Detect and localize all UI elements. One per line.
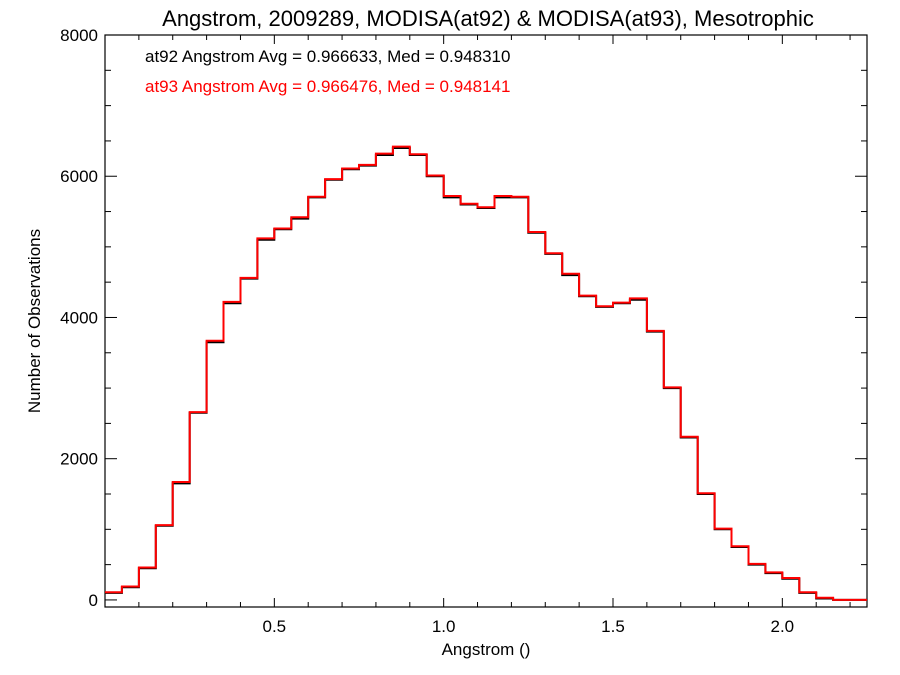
chart-title: Angstrom, 2009289, MODISA(at92) & MODISA… (162, 6, 814, 31)
tick-labels: 0.5 1.0 1.5 2.0 0 2000 4000 6000 8000 (60, 26, 794, 636)
x-axis-label: Angstrom () (442, 640, 531, 659)
annotation-at92: at92 Angstrom Avg = 0.966633, Med = 0.94… (145, 47, 510, 66)
y-tick-label: 4000 (60, 308, 98, 327)
series-group (105, 145, 867, 601)
series-line-at92 (105, 147, 867, 601)
axis-ticks (105, 34, 867, 607)
y-tick-label: 2000 (60, 450, 98, 469)
annotation-at93: at93 Angstrom Avg = 0.966476, Med = 0.94… (145, 77, 510, 96)
y-tick-label: 8000 (60, 26, 98, 45)
y-tick-label: 0 (89, 591, 98, 610)
x-tick-label: 1.5 (601, 617, 625, 636)
x-tick-label: 2.0 (771, 617, 795, 636)
y-axis-label: Number of Observations (25, 229, 44, 413)
plot-frame (104, 34, 868, 608)
x-tick-label: 0.5 (263, 617, 287, 636)
series-line-at93 (105, 145, 867, 601)
y-tick-label: 6000 (60, 167, 98, 186)
x-tick-label: 1.0 (432, 617, 456, 636)
